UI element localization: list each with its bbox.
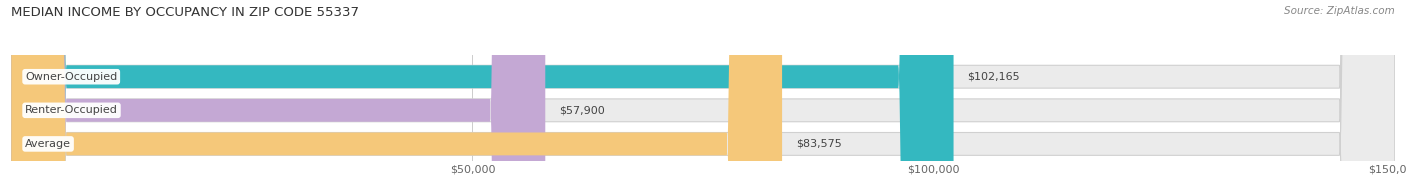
Text: Average: Average (25, 139, 72, 149)
FancyBboxPatch shape (11, 0, 546, 196)
FancyBboxPatch shape (11, 0, 782, 196)
Text: $57,900: $57,900 (560, 105, 605, 115)
FancyBboxPatch shape (11, 0, 1395, 196)
FancyBboxPatch shape (11, 0, 1395, 196)
Text: $83,575: $83,575 (796, 139, 842, 149)
Text: $102,165: $102,165 (967, 72, 1019, 82)
Text: Source: ZipAtlas.com: Source: ZipAtlas.com (1284, 6, 1395, 16)
FancyBboxPatch shape (11, 0, 1395, 196)
Text: Owner-Occupied: Owner-Occupied (25, 72, 117, 82)
Text: MEDIAN INCOME BY OCCUPANCY IN ZIP CODE 55337: MEDIAN INCOME BY OCCUPANCY IN ZIP CODE 5… (11, 6, 360, 19)
Text: Renter-Occupied: Renter-Occupied (25, 105, 118, 115)
FancyBboxPatch shape (11, 0, 953, 196)
